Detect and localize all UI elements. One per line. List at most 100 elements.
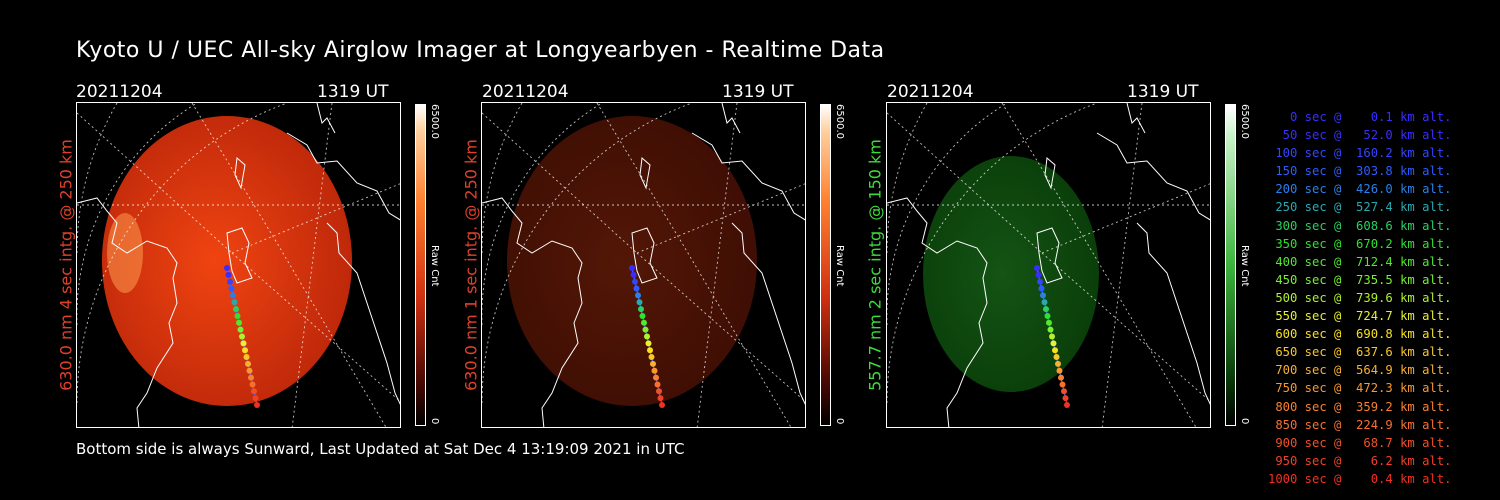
trajectory-point <box>656 388 662 395</box>
legend-row: 100 sec @ 160.2 km alt. <box>1268 146 1452 161</box>
legend-row: 450 sec @ 735.5 km alt. <box>1268 272 1452 287</box>
grid-line <box>77 103 288 404</box>
trajectory-point <box>1050 340 1057 347</box>
trajectory-point <box>1064 402 1070 408</box>
trajectory-point <box>1043 306 1049 313</box>
trajectory-point <box>251 388 257 395</box>
grid-line <box>887 103 928 253</box>
coastline <box>77 197 178 427</box>
panel-3-map <box>887 103 1210 427</box>
trajectory-point <box>645 340 652 347</box>
panel-3-cbar-unit: Raw Cnt <box>1239 245 1250 287</box>
grid-line <box>231 183 400 254</box>
coastline <box>1044 156 1056 190</box>
trajectory-point <box>1055 360 1061 367</box>
coastline <box>731 222 805 405</box>
trajectory-point <box>224 265 230 271</box>
coastline <box>1036 227 1063 284</box>
panel-2-cbar-unit: Raw Cnt <box>834 245 845 287</box>
grid-line <box>482 103 523 253</box>
panel-3-cbar-max: 6500.0 <box>1239 104 1250 139</box>
panel-1-colorbar <box>415 104 426 426</box>
trajectory-point <box>1046 319 1052 326</box>
trajectory-point <box>246 367 253 374</box>
trajectory-point <box>1062 395 1069 402</box>
trajectory-point <box>1059 381 1066 388</box>
airglow-field <box>923 156 1099 392</box>
coastline <box>639 156 651 190</box>
trajectory-point <box>231 299 238 306</box>
trajectory-point <box>639 312 646 319</box>
trajectory-point <box>254 402 260 408</box>
trajectory-point <box>230 292 236 299</box>
legend-row: 150 sec @ 303.8 km alt. <box>1268 164 1452 179</box>
coastline <box>1126 103 1146 134</box>
trajectory-point <box>647 347 653 354</box>
panel-1-cbar-min: 0 <box>429 418 440 425</box>
panel-1-ylabel: 630.0 nm 4 sec intg. @ 250 km <box>56 139 76 391</box>
grid-line <box>77 103 198 325</box>
panel-2-cbar-max: 6500.0 <box>834 104 845 139</box>
trajectory-point <box>1047 326 1054 333</box>
trajectory-point <box>641 319 647 326</box>
trajectory-point <box>242 347 248 354</box>
trajectory-point <box>648 354 655 361</box>
coastline <box>1096 132 1210 221</box>
trajectory-point <box>1044 312 1051 319</box>
coastline <box>234 156 246 190</box>
trajectory-point <box>239 333 245 340</box>
panel-1-cbar-unit: Raw Cnt <box>429 245 440 287</box>
trajectory-point <box>1058 374 1064 381</box>
panel-3-time: 1319 UT <box>1127 82 1199 102</box>
legend-row: 600 sec @ 690.8 km alt. <box>1268 327 1452 342</box>
trajectory-point <box>630 271 637 278</box>
trajectory-point <box>654 381 661 388</box>
trajectory-point <box>638 306 644 313</box>
trajectory-point <box>651 367 658 374</box>
trajectory-point <box>1038 285 1045 292</box>
footer-status: Bottom side is always Sunward, Last Upda… <box>76 440 685 458</box>
panel-2-cbar-min: 0 <box>834 418 845 425</box>
trajectory-point <box>234 312 241 319</box>
trajectory-point <box>632 278 638 285</box>
legend-row: 800 sec @ 359.2 km alt. <box>1268 399 1452 414</box>
trajectory-point <box>650 360 656 367</box>
trajectory-point <box>1053 354 1060 361</box>
panel-1-date: 20211204 <box>76 82 163 102</box>
panel-2-colorbar <box>820 104 831 426</box>
airglow-field <box>102 116 352 406</box>
coastline <box>721 103 741 134</box>
legend-row: 1000 sec @ 0.4 km alt. <box>1268 471 1452 486</box>
trajectory-point <box>635 292 641 299</box>
trajectory-point <box>1041 299 1048 306</box>
legend-row: 400 sec @ 712.4 km alt. <box>1268 254 1452 269</box>
panel-1-cbar-max: 6500.0 <box>429 104 440 139</box>
panel-2-image <box>481 102 806 428</box>
trajectory-point <box>240 340 247 347</box>
panel-3-image <box>886 102 1211 428</box>
coastline <box>887 197 988 427</box>
legend-row: 50 sec @ 52.0 km alt. <box>1268 128 1452 143</box>
grid-line <box>887 103 1008 325</box>
coastline <box>1136 222 1210 405</box>
panel-2-ylabel: 630.0 nm 1 sec intg. @ 250 km <box>461 139 481 391</box>
panel-3-date: 20211204 <box>887 82 974 102</box>
coastline <box>326 222 400 405</box>
trajectory-point <box>1061 388 1067 395</box>
trajectory-legend: 0 sec @ 0.1 km alt. 50 sec @ 52.0 km alt… <box>1268 108 1452 488</box>
grid-line <box>77 103 118 253</box>
trajectory-point <box>1049 333 1055 340</box>
legend-row: 750 sec @ 472.3 km alt. <box>1268 381 1452 396</box>
panel-3-ylabel: 557.7 nm 2 sec intg. @ 150 km <box>865 139 885 391</box>
legend-row: 500 sec @ 739.6 km alt. <box>1268 290 1452 305</box>
trajectory-point <box>653 374 659 381</box>
trajectory-point <box>1034 265 1040 271</box>
trajectory-point <box>636 299 643 306</box>
trajectory-point <box>659 402 665 408</box>
page-title: Kyoto U / UEC All-sky Airglow Imager at … <box>76 38 885 63</box>
trajectory-point <box>633 285 640 292</box>
panel-1-map <box>77 103 400 427</box>
panel-2-time: 1319 UT <box>722 82 794 102</box>
panel-3-cbar-min: 0 <box>1239 418 1250 425</box>
grid-line <box>636 183 805 254</box>
